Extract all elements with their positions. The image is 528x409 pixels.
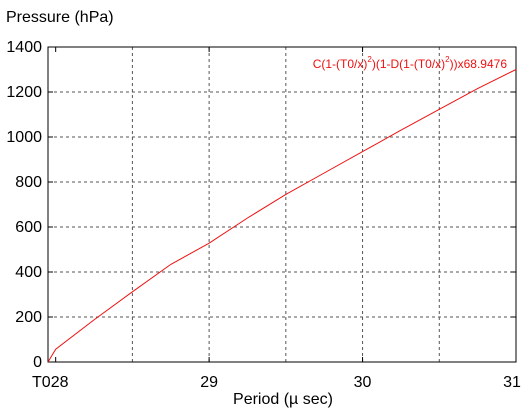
x-tick-label-28: 28 [51,374,69,391]
formula-superscript: 2 [367,55,372,64]
tick-marks [47,46,517,363]
grid-lines [48,47,516,362]
x-tick-label-29: 29 [200,374,218,391]
formula-part: )(1-D(1-(T0/x) [372,57,445,71]
formula-part: ))x68.9476 [450,57,508,71]
tick-labels: 0 200 400 600 800 1000 1200 1400 T0 28 29 30 31 [6,39,521,391]
series-line-pressure [47,69,517,363]
y-tick-label-1200: 1200 [6,84,42,101]
formula-superscript: 2 [445,55,450,64]
x-tick-label-30: 30 [354,374,372,391]
y-tick-label-0: 0 [33,354,42,371]
formula-part: C(1-(T0/x) [313,57,368,71]
y-axis-title: Pressure (hPa) [6,9,114,26]
x-axis-title: Period (µ sec) [233,391,333,408]
y-tick-label-600: 600 [15,219,42,236]
formula-annotation: C(1-(T0/x)2)(1-D(1-(T0/x)2))x68.9476 [313,55,508,71]
y-tick-label-1000: 1000 [6,129,42,146]
y-tick-label-1400: 1400 [6,39,42,56]
x-tick-label-T0: T0 [32,374,51,391]
y-tick-label-800: 800 [15,174,42,191]
plot-frame [47,46,517,363]
x-tick-label-31: 31 [503,374,521,391]
y-tick-label-400: 400 [15,264,42,281]
y-tick-label-200: 200 [15,309,42,326]
